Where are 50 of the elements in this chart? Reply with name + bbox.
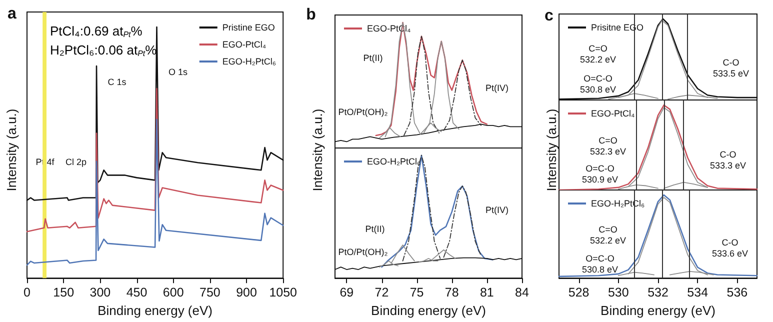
annotation: Pt(IV): [485, 205, 509, 215]
x-tick-label: 75: [410, 286, 424, 300]
x-tick-label: 450: [126, 286, 148, 300]
annotation: C-O 533.5 eV: [712, 58, 750, 78]
annotation: PtO/Pt(OH)₂: [338, 107, 388, 117]
x-tick-label: 528: [568, 286, 590, 300]
annotation: Pt(II): [365, 224, 385, 234]
annotation: Cl 2p: [65, 157, 87, 167]
annotation: C-O 533.3 eV: [710, 150, 746, 170]
y-axis-title: Intensity (a.u.): [544, 108, 560, 194]
annotation: Pt(IV): [485, 83, 509, 93]
x-tick-label: 600: [162, 286, 184, 300]
annotation: C-O 533.6 eV: [712, 238, 748, 258]
x-axis-title: Binding energy (eV): [98, 303, 212, 318]
x-axis-title: Binding energy (eV): [371, 303, 486, 318]
annotation: C 1s: [108, 77, 127, 87]
x-tick-label: 300: [90, 286, 111, 300]
legend-label: EGO-PtCl₄: [222, 40, 266, 50]
x-tick-label: 534: [687, 286, 708, 300]
annotation: O=C-O 530.8 eV: [582, 254, 618, 274]
x-tick-label: 750: [199, 286, 220, 300]
annotation: PtO/Pt(OH)₂: [338, 247, 388, 257]
x-tick-label: 69: [340, 286, 354, 300]
y-axis-title: Intensity (a.u.): [4, 108, 20, 194]
x-tick-label: 72: [374, 286, 389, 300]
annotation: C=O 532.3 eV: [590, 136, 626, 156]
annotation: O 1s: [168, 67, 188, 77]
y-axis-title: Intensity (a.u.): [310, 108, 326, 194]
legend-label: EGO-PtCl₄: [591, 108, 636, 118]
x-tick-label: 150: [53, 286, 74, 300]
x-tick-label: 1050: [269, 286, 298, 300]
x-tick-label: 84: [515, 286, 529, 300]
x-tick-label: 78: [444, 286, 459, 300]
annotation: O=C-O 530.9 eV: [582, 164, 618, 184]
legend-label: EGO-H₂PtCl₆: [222, 56, 276, 66]
text: c: [544, 8, 554, 24]
x-tick-label: 530: [608, 286, 629, 300]
annotation: C=O 532.2 eV: [590, 224, 626, 246]
x-tick-label: 532: [648, 286, 668, 300]
x-tick-label: 536: [726, 286, 748, 300]
x-tick-label: 0: [24, 286, 31, 300]
x-tick-label: 900: [236, 286, 257, 300]
annotation: Pt(II): [363, 53, 383, 63]
legend-label: Pristine EGO: [222, 22, 275, 32]
x-axis-title: Binding energy (eV): [600, 303, 716, 318]
annotation: C=O 532.2 eV: [580, 44, 616, 64]
annotation: O=C-O 530.8 eV: [580, 74, 616, 94]
x-tick-label: 81: [480, 286, 494, 300]
text: a: [8, 6, 17, 22]
text: b: [306, 6, 316, 24]
